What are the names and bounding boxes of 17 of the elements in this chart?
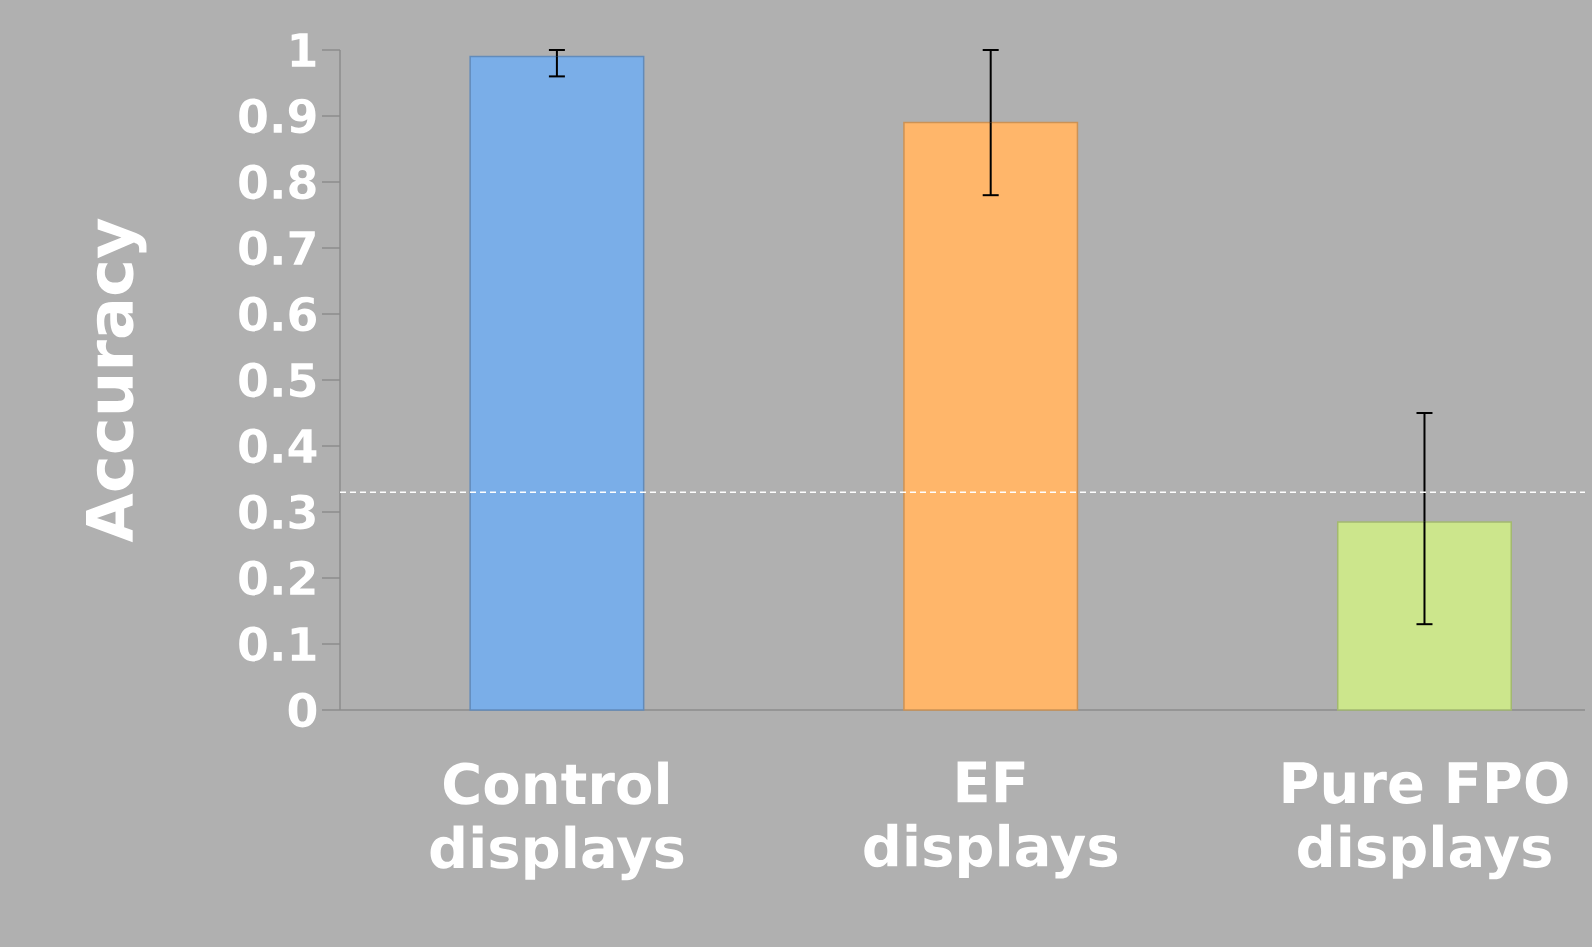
x-tick-label: Pure FPO displays xyxy=(1283,761,1568,880)
y-tick-label: 0.7 xyxy=(239,230,315,266)
y-tick-label: 0.3 xyxy=(239,494,315,530)
y-tick-label: 0 xyxy=(288,692,317,728)
y-tick-label: 0.2 xyxy=(239,560,315,596)
x-tick-label: Control displays xyxy=(430,761,684,881)
y-tick-label: 0.9 xyxy=(239,98,316,134)
y-tick-label: 0.8 xyxy=(239,164,316,200)
bar xyxy=(469,55,645,711)
x-tick-label: EF displays xyxy=(864,761,1118,879)
y-tick-label: 0.6 xyxy=(239,296,317,332)
y-axis-title: Accuracy xyxy=(86,218,147,543)
y-tick-label: 1 xyxy=(291,33,316,67)
y-tick-label: 0.4 xyxy=(239,428,317,464)
y-tick-label: 0.1 xyxy=(239,626,316,662)
y-tick-label: 0.5 xyxy=(239,362,316,398)
bar xyxy=(903,121,1079,711)
